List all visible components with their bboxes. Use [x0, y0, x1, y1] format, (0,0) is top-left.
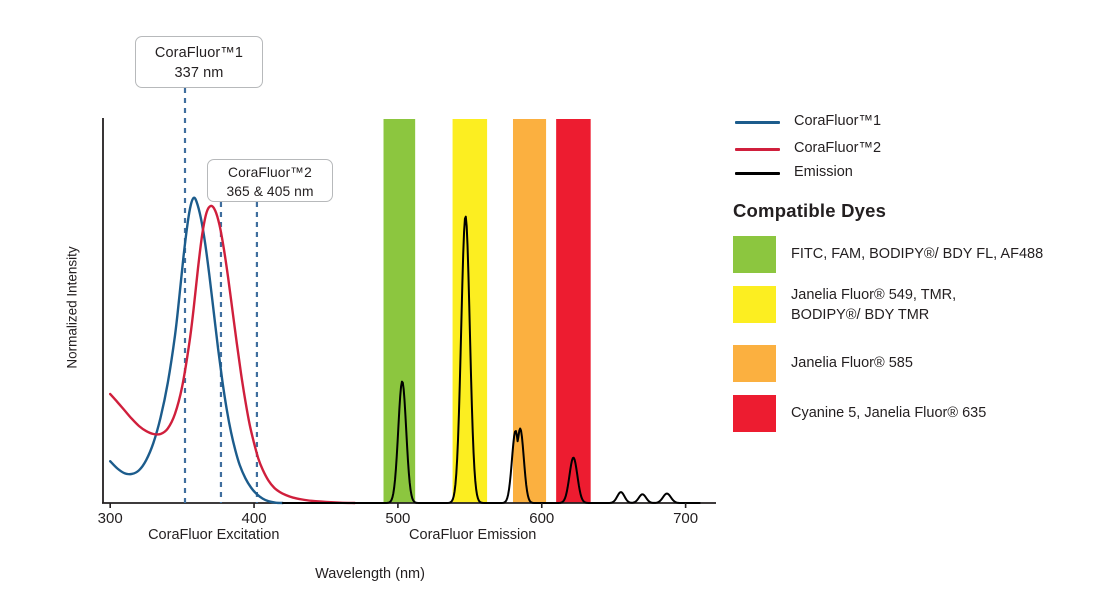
spectrum-svg [102, 88, 716, 508]
legend-panel: CoraFluor™1 CoraFluor™2 Emission Compati… [728, 0, 1110, 612]
green-band [383, 119, 416, 503]
region-label-excitation: CoraFluor Excitation [148, 527, 280, 543]
compatible-dyes-heading: Compatible Dyes [733, 200, 887, 221]
dye-label-red: Cyanine 5, Janelia Fluor® 635 [791, 404, 986, 424]
x-axis-title: Wavelength (nm) [315, 566, 425, 582]
dye-label-green-line1: FITC, FAM, BODIPY®/ BDY FL, AF488 [791, 246, 1044, 262]
orange-band [512, 119, 547, 503]
x-tick-label-600: 600 [529, 510, 555, 527]
dye-swatch-green [733, 236, 776, 273]
dye-label-orange: Janelia Fluor® 585 [791, 354, 913, 374]
curve-corafluor-1 [108, 196, 285, 505]
x-tick-label-400: 400 [241, 510, 267, 527]
red-band [556, 119, 591, 503]
dye-swatch-red [733, 395, 776, 432]
axis-ticks-group [109, 503, 687, 508]
x-tick-label-300: 300 [97, 510, 123, 527]
dye-label-yellow-line2: BODIPY®/ BDY TMR [791, 306, 930, 323]
curve-corafluor-2 [108, 204, 356, 505]
dye-swatch-yellow [733, 286, 776, 323]
legend-series-label-corafluor-2: CoraFluor™2 [794, 140, 882, 156]
callout-corafluor-1: CoraFluor™1 337 nm [135, 36, 263, 88]
callout-corafluor-2: CoraFluor™2 365 & 405 nm [207, 159, 333, 202]
legend-line-swatch-emission [735, 172, 780, 175]
legend-line-swatch-corafluor-1 [735, 121, 780, 124]
chart-plot-area: Normalized Intensity 300 400 500 600 700… [64, 36, 716, 582]
dye-label-yellow-line1: Janelia Fluor® 549, TMR, [791, 287, 957, 303]
dye-label-yellow: Janelia Fluor® 549, TMR, BODIPY®/ BDY TM… [791, 286, 956, 325]
legend-series-label-emission: Emission [794, 164, 853, 180]
y-axis-label: Normalized Intensity [64, 246, 80, 369]
spectra-curves-group [108, 196, 701, 505]
legend-line-swatch-corafluor-2 [735, 148, 780, 151]
axes-group [102, 118, 716, 504]
dye-label-orange-line1: Janelia Fluor® 585 [791, 355, 913, 371]
dye-swatch-orange [733, 345, 776, 382]
callout-2-line2: 365 & 405 nm [226, 183, 314, 199]
curve-emission [281, 215, 701, 504]
dye-label-red-line1: Cyanine 5, Janelia Fluor® 635 [791, 405, 987, 421]
dye-label-green: FITC, FAM, BODIPY®/ BDY FL, AF488 [791, 245, 1043, 265]
callout-2-line1: CoraFluor™2 [228, 165, 312, 180]
callout-1-line2: 337 nm [174, 64, 224, 81]
region-label-emission: CoraFluor Emission [409, 527, 537, 543]
x-tick-label-500: 500 [385, 510, 411, 527]
x-tick-label-700: 700 [673, 510, 699, 527]
legend-series-label-corafluor-1: CoraFluor™1 [794, 113, 882, 129]
callout-1-line1: CoraFluor™1 [154, 45, 244, 61]
emission-bands-group [383, 119, 591, 503]
